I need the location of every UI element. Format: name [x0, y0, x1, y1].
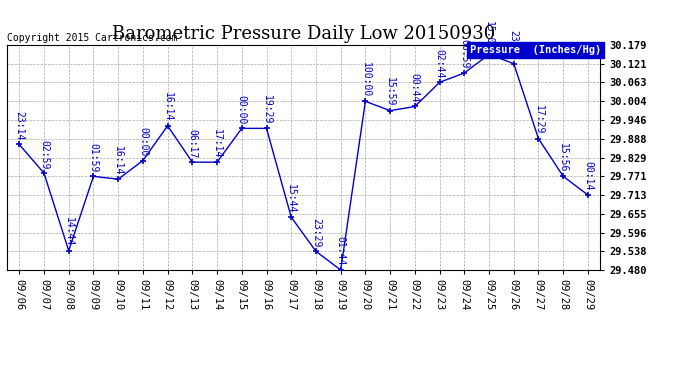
Text: Pressure  (Inches/Hg): Pressure (Inches/Hg)	[470, 45, 601, 55]
Text: 02:44: 02:44	[435, 49, 444, 78]
Text: 02:59: 02:59	[39, 140, 49, 169]
Text: 14:44: 14:44	[63, 217, 74, 246]
Text: 00:14: 00:14	[583, 162, 593, 191]
Text: Copyright 2015 Cartronics.com: Copyright 2015 Cartronics.com	[7, 33, 177, 43]
Text: 16:14: 16:14	[163, 92, 172, 122]
Text: 15:00: 15:00	[484, 21, 494, 50]
Text: 06:59: 06:59	[460, 39, 469, 69]
Text: 00:44: 00:44	[410, 73, 420, 102]
Text: 100:00: 100:00	[360, 62, 371, 97]
Text: 06:17: 06:17	[188, 129, 197, 158]
Text: 23:14: 23:14	[14, 111, 24, 140]
Text: 00:00: 00:00	[138, 127, 148, 156]
Text: 15:56: 15:56	[558, 143, 568, 172]
Text: 23:59: 23:59	[509, 30, 519, 60]
Text: 01:59: 01:59	[88, 143, 99, 172]
Text: 01:44: 01:44	[336, 237, 346, 266]
Text: 16:14: 16:14	[113, 146, 123, 175]
Text: 00:00: 00:00	[237, 95, 247, 124]
Text: 15:59: 15:59	[385, 77, 395, 106]
Text: 17:14: 17:14	[212, 129, 222, 158]
Text: 15:44: 15:44	[286, 184, 296, 213]
Title: Barometric Pressure Daily Low 20150930: Barometric Pressure Daily Low 20150930	[112, 26, 495, 44]
Text: 23:29: 23:29	[311, 218, 321, 247]
Text: 19:29: 19:29	[262, 95, 271, 124]
Text: 17:29: 17:29	[533, 105, 544, 135]
